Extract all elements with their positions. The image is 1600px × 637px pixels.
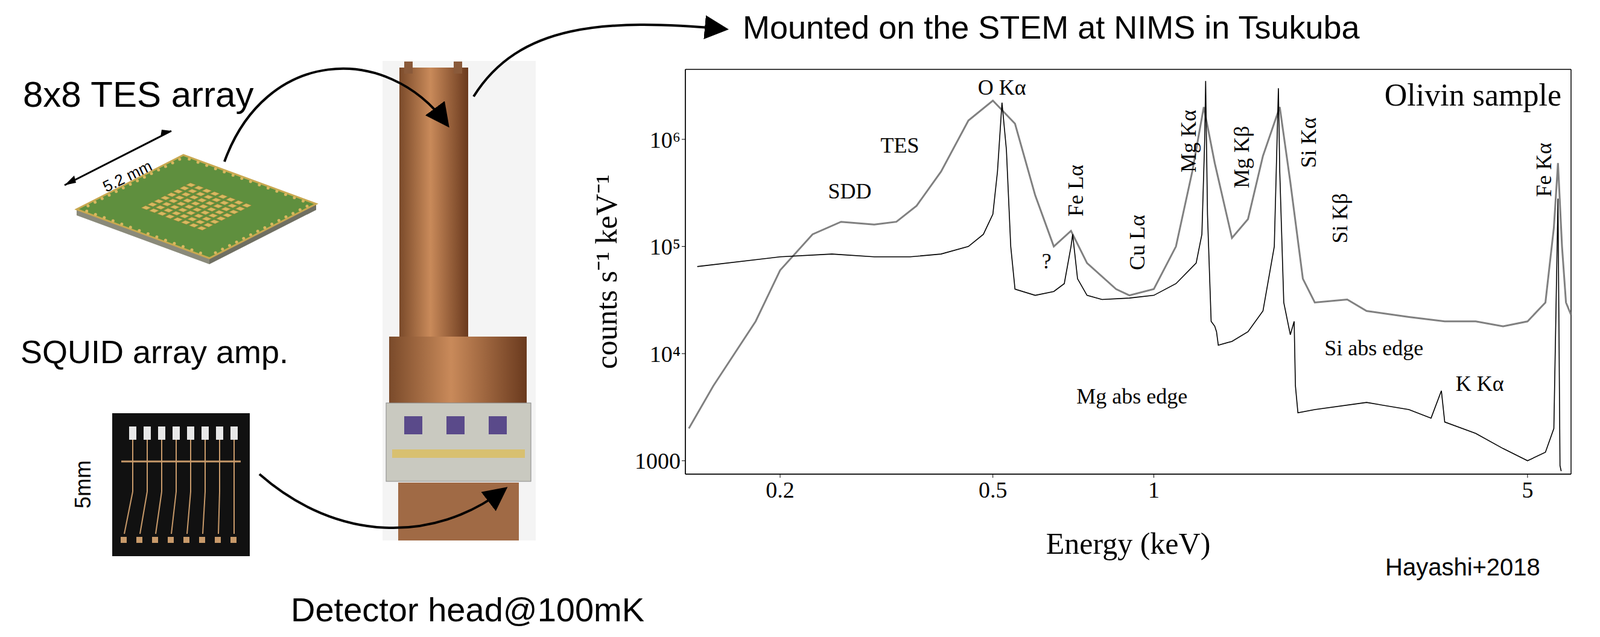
- svg-text:0.2: 0.2: [765, 477, 795, 503]
- svg-text:5: 5: [1521, 477, 1534, 503]
- svg-text:Si Kα: Si Kα: [1296, 117, 1321, 169]
- svg-text:10⁶: 10⁶: [649, 127, 681, 153]
- svg-text:5.2 mm: 5.2 mm: [100, 156, 156, 196]
- svg-text:10⁴: 10⁴: [649, 341, 681, 367]
- svg-text:0.5: 0.5: [978, 477, 1008, 503]
- svg-text:Cu Lα: Cu Lα: [1125, 214, 1150, 271]
- svg-text:5mm: 5mm: [70, 460, 96, 509]
- svg-text:SDD: SDD: [828, 179, 872, 204]
- svg-text:K Kα: K Kα: [1455, 371, 1505, 396]
- svg-text:Fe Lα: Fe Lα: [1063, 164, 1088, 217]
- html-text:Mounted on the STEM at NIMS in: Mounted on the STEM at NIMS in Tsukuba: [742, 9, 1360, 46]
- html-text:Detector head@100mK: Detector head@100mK: [290, 590, 645, 629]
- html-text:SQUID array amp.: SQUID array amp.: [20, 333, 289, 370]
- svg-text:counts s⁻¹ keV⁻¹: counts s⁻¹ keV⁻¹: [589, 174, 624, 369]
- svg-text:Si Kβ: Si Kβ: [1327, 193, 1353, 244]
- svg-text:Si abs edge: Si abs edge: [1324, 336, 1424, 361]
- html-text:8x8 TES array: 8x8 TES array: [22, 74, 254, 115]
- svg-text:1: 1: [1148, 477, 1160, 503]
- svg-text:Mg abs edge: Mg abs edge: [1076, 384, 1188, 409]
- svg-text:TES: TES: [880, 133, 920, 158]
- svg-text:Energy (keV): Energy (keV): [1046, 526, 1211, 561]
- svg-text:O Kα: O Kα: [977, 75, 1027, 100]
- svg-text:Mg Kα: Mg Kα: [1176, 109, 1201, 173]
- svg-text:Fe Kα: Fe Kα: [1531, 142, 1556, 197]
- svg-text:1000: 1000: [634, 448, 681, 474]
- svg-text:?: ?: [1041, 249, 1052, 274]
- html-text:Olivin sample: Olivin sample: [1384, 77, 1562, 113]
- svg-text:Mg Kβ: Mg Kβ: [1229, 126, 1254, 189]
- svg-text:10⁵: 10⁵: [649, 234, 681, 260]
- html-text:Hayashi+2018: Hayashi+2018: [1385, 553, 1541, 581]
